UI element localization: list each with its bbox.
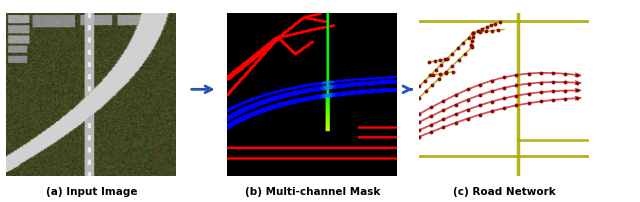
Text: (b) Multi-channel Mask: (b) Multi-channel Mask <box>244 186 380 196</box>
Text: (a) Input Image: (a) Input Image <box>46 186 137 196</box>
Text: (c) Road Network: (c) Road Network <box>453 186 556 196</box>
